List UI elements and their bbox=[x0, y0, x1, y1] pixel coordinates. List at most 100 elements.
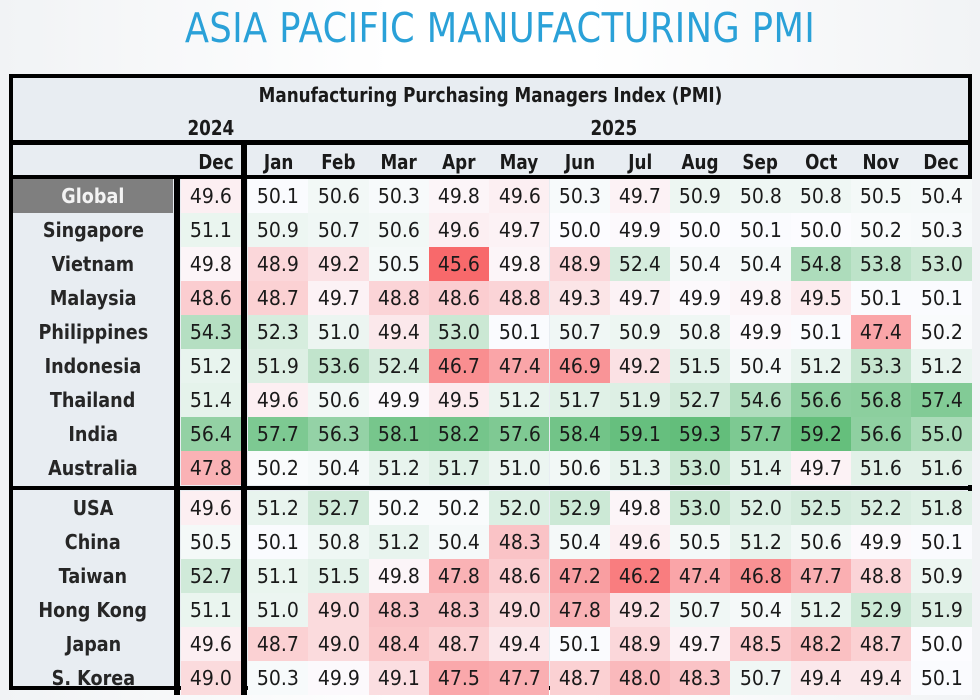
row-label: USA bbox=[72, 496, 114, 520]
heatmap-cell: 51.9 bbox=[248, 349, 309, 383]
heatmap-cell: 53.6 bbox=[308, 349, 369, 383]
heatmap-cell: 49.7 bbox=[308, 281, 369, 315]
column-header: Oct bbox=[804, 150, 837, 174]
heatmap-cell: 48.0 bbox=[609, 661, 671, 695]
heatmap-cell: 49.8 bbox=[730, 281, 791, 315]
heatmap-cell: 48.9 bbox=[609, 627, 671, 661]
heatmap-cell: 51.2 bbox=[911, 349, 972, 383]
heatmap-cell: 50.2 bbox=[851, 213, 912, 247]
heatmap-cell: 50.2 bbox=[248, 451, 309, 485]
heatmap-cell: 52.4 bbox=[368, 349, 429, 383]
heatmap-cell: 50.3 bbox=[549, 179, 610, 213]
heatmap-cell: 46.7 bbox=[428, 349, 490, 383]
row-label: China bbox=[65, 530, 121, 554]
heatmap-cell: 49.0 bbox=[181, 661, 241, 695]
heatmap-cell: 47.5 bbox=[428, 661, 490, 695]
heatmap-cell: 49.9 bbox=[730, 315, 791, 349]
heatmap-cell: 49.0 bbox=[489, 593, 550, 627]
heatmap-cell: 47.4 bbox=[670, 559, 731, 593]
heatmap-cell: 50.1 bbox=[851, 281, 912, 315]
heatmap-cell: 50.3 bbox=[368, 179, 429, 213]
heatmap-cell: 47.2 bbox=[549, 559, 610, 593]
row-label: Indonesia bbox=[44, 354, 142, 378]
heatmap-cell: 52.7 bbox=[181, 559, 241, 593]
heatmap-cell: 49.6 bbox=[181, 627, 241, 661]
heatmap-cell: 48.8 bbox=[851, 559, 912, 593]
heatmap-cell: 51.1 bbox=[248, 559, 309, 593]
heatmap-cell: 50.5 bbox=[181, 525, 241, 559]
heatmap-cell: 53.0 bbox=[911, 247, 972, 281]
heatmap-cell: 52.9 bbox=[851, 593, 912, 627]
heatmap-cell: 58.1 bbox=[368, 417, 429, 451]
heatmap-cell: 46.2 bbox=[609, 559, 671, 593]
heatmap-cell: 50.4 bbox=[308, 451, 369, 485]
heatmap-cell: 48.7 bbox=[549, 661, 610, 695]
heatmap-cell: 49.9 bbox=[609, 213, 671, 247]
header-divider bbox=[13, 140, 968, 145]
column-header: May bbox=[500, 150, 539, 174]
heatmap-cell: 49.2 bbox=[308, 247, 369, 281]
heatmap-cell: 51.2 bbox=[730, 525, 791, 559]
heatmap-cell: 51.2 bbox=[368, 525, 429, 559]
heatmap-cell: 47.8 bbox=[549, 593, 610, 627]
heatmap-cell: 51.8 bbox=[911, 491, 972, 525]
heatmap-cell: 48.7 bbox=[248, 627, 309, 661]
heatmap-cell: 49.8 bbox=[181, 247, 241, 281]
heatmap-cell: 59.1 bbox=[609, 417, 671, 451]
heatmap-cell: 49.4 bbox=[851, 661, 912, 695]
month-divider bbox=[13, 175, 968, 179]
heatmap-cell: 52.7 bbox=[308, 491, 369, 525]
heatmap-cell: 51.7 bbox=[428, 451, 490, 485]
heatmap-cell: 50.9 bbox=[248, 213, 309, 247]
heatmap-cell: 57.7 bbox=[248, 417, 309, 451]
heatmap-cell: 50.0 bbox=[790, 213, 851, 247]
heatmap-cell: 51.2 bbox=[489, 383, 550, 417]
heatmap-cell: 53.0 bbox=[428, 315, 490, 349]
heatmap-cell: 50.4 bbox=[670, 247, 731, 281]
heatmap-cell: 50.4 bbox=[428, 525, 490, 559]
row-label: Taiwan bbox=[58, 564, 128, 588]
heatmap-cell: 52.5 bbox=[790, 491, 851, 525]
heatmap-cell: 51.2 bbox=[181, 349, 241, 383]
label-divider bbox=[174, 179, 180, 695]
row-label: Vietnam bbox=[51, 252, 135, 276]
heatmap-cell: 48.8 bbox=[489, 281, 550, 315]
group-divider bbox=[13, 486, 968, 490]
table-subtitle: Manufacturing Purchasing Managers Index … bbox=[258, 83, 723, 107]
heatmap-cell: 49.7 bbox=[670, 627, 731, 661]
heatmap-cell: 50.1 bbox=[248, 179, 309, 213]
heatmap-cell: 50.4 bbox=[549, 525, 610, 559]
heatmap-cell: 49.9 bbox=[670, 281, 731, 315]
heatmap-cell: 52.9 bbox=[549, 491, 610, 525]
column-header: Jun bbox=[564, 150, 595, 174]
heatmap-cell: 50.6 bbox=[308, 179, 369, 213]
heatmap-cell: 48.9 bbox=[549, 247, 610, 281]
heatmap-cell: 47.7 bbox=[489, 661, 550, 695]
column-header: Feb bbox=[321, 150, 356, 174]
heatmap-cell: 46.9 bbox=[549, 349, 610, 383]
heatmap-cell: 48.5 bbox=[730, 627, 791, 661]
heatmap-cell: 51.3 bbox=[609, 451, 671, 485]
heatmap-cell: 49.6 bbox=[181, 491, 241, 525]
column-header: Aug bbox=[681, 150, 719, 174]
heatmap-cell: 47.4 bbox=[489, 349, 550, 383]
heatmap-cell: 50.6 bbox=[368, 213, 429, 247]
column-header: Sep bbox=[742, 150, 779, 174]
heatmap-cell: 51.4 bbox=[730, 451, 791, 485]
heatmap-cell: 49.6 bbox=[609, 525, 671, 559]
heatmap-cell: 49.4 bbox=[489, 627, 550, 661]
heatmap-cell: 49.2 bbox=[609, 349, 671, 383]
heatmap-cell: 50.6 bbox=[790, 525, 851, 559]
heatmap-cell: 50.9 bbox=[911, 559, 972, 593]
heatmap-cell: 50.7 bbox=[308, 213, 369, 247]
heatmap-cell: 48.3 bbox=[489, 525, 550, 559]
heatmap-cell: 51.1 bbox=[181, 213, 241, 247]
heatmap-cell: 49.7 bbox=[489, 213, 550, 247]
heatmap-cell: 49.0 bbox=[308, 627, 369, 661]
row-label: Thailand bbox=[50, 388, 136, 412]
heatmap-cell: 49.8 bbox=[609, 491, 671, 525]
heatmap-cell: 50.6 bbox=[549, 451, 610, 485]
heatmap-cell: 49.0 bbox=[308, 593, 369, 627]
heatmap-cell: 50.1 bbox=[549, 627, 610, 661]
heatmap-cell: 50.8 bbox=[670, 315, 731, 349]
